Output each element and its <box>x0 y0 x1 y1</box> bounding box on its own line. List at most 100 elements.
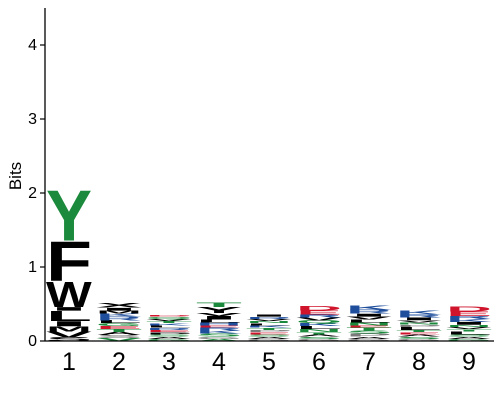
logo-letter: I <box>46 320 92 328</box>
logo-letter-glyph: K <box>246 325 293 328</box>
logo-letter: S <box>296 336 342 339</box>
logo-letter-glyph: A <box>346 336 392 339</box>
logo-letter: M <box>46 325 92 333</box>
logo-letter-glyph: G <box>246 338 292 341</box>
logo-letter: T <box>396 329 442 332</box>
logo-letter: S <box>246 334 292 337</box>
logo-letter: R <box>96 316 142 322</box>
x-tick-label: 5 <box>262 348 276 376</box>
logo-letter-glyph: S <box>46 336 92 342</box>
logo-letter: R <box>396 314 442 319</box>
logo-letter-glyph: L <box>196 319 242 324</box>
logo-letter: A <box>396 334 442 337</box>
logo-letter-glyph: T <box>246 327 292 330</box>
logo-letter-glyph: A <box>396 334 442 337</box>
logo-letter: S <box>46 336 92 342</box>
logo-letter-glyph: V <box>146 318 193 321</box>
logo-letter-glyph: V <box>196 312 243 317</box>
logo-letter: K <box>446 318 493 323</box>
logo-letter: R <box>296 314 342 319</box>
logo-letter-glyph: R <box>96 316 142 322</box>
logo-letter: S <box>396 336 442 339</box>
logo-letter: L <box>446 331 492 336</box>
logo-letter: E <box>346 325 392 328</box>
logo-letter-glyph: I <box>446 321 492 326</box>
logo-letter-glyph: K <box>396 310 443 316</box>
logo-letter-glyph: P <box>346 333 392 338</box>
logo-letter: D <box>146 315 192 317</box>
logo-letter-glyph: G <box>396 338 442 341</box>
logo-letter: E <box>246 332 292 335</box>
logo-letter-glyph: V <box>246 318 293 321</box>
logo-letter: P <box>396 324 442 327</box>
x-tick-label: 4 <box>212 348 226 376</box>
logo-letter-glyph: D <box>146 315 192 317</box>
logo-letter-glyph: F <box>46 231 92 294</box>
logo-letter: G <box>196 336 242 339</box>
logo-letter: T <box>146 321 192 324</box>
logo-letter-glyph: G <box>446 338 492 341</box>
logo-letter-glyph: L <box>146 325 192 328</box>
logo-letter-glyph: S <box>196 333 242 338</box>
logo-letter: N <box>296 328 342 333</box>
y-tick-label: 2 <box>28 185 37 202</box>
logo-letter: S <box>346 330 392 335</box>
logo-letter-glyph: L <box>96 320 142 325</box>
logo-letter: L <box>396 326 442 331</box>
logo-letter-glyph: T <box>196 302 243 309</box>
logo-letter-glyph: R <box>196 327 242 332</box>
logo-letter-glyph: T <box>346 327 392 332</box>
logo-letter: K <box>146 323 193 326</box>
logo-letter: Q <box>146 316 192 319</box>
logo-letter: I <box>346 313 392 318</box>
logo-letter-glyph: S <box>446 334 492 337</box>
logo-letter-glyph: R <box>446 315 492 320</box>
logo-letter: A <box>146 336 192 339</box>
logo-letter: V <box>46 330 92 339</box>
logo-letter: R <box>446 315 492 320</box>
logo-letter-glyph: A <box>246 336 292 339</box>
logo-letter-glyph: G <box>96 322 142 327</box>
logo-letter-glyph: I <box>196 315 242 321</box>
logo-letter: S <box>96 334 142 339</box>
logo-letter-glyph: E <box>246 332 292 335</box>
x-tick-label: 8 <box>412 348 426 376</box>
logo-letter-glyph: A <box>446 336 492 339</box>
logo-letter-glyph: G <box>146 338 192 341</box>
letter-stacks: SVMILIWFYVSATEGLRKMIXGASPERLKTVQDAGSKREH… <box>46 175 493 342</box>
y-tick-label: 0 <box>28 333 37 350</box>
logo-letter-glyph: V <box>46 330 92 339</box>
logo-letter: E <box>446 310 492 317</box>
logo-letter: T <box>296 332 342 335</box>
logo-letter: G <box>296 338 342 341</box>
logo-letter-glyph: T <box>146 321 192 324</box>
logo-letter: P <box>346 333 392 338</box>
logo-letter-glyph: R <box>296 314 342 319</box>
logo-letter-glyph: I <box>46 306 92 312</box>
logo-letter: N <box>346 322 392 327</box>
logo-letter: T <box>446 329 492 332</box>
logo-letter-glyph: K <box>346 304 392 311</box>
logo-letter: I <box>96 307 142 312</box>
logo-letter: V <box>196 312 243 317</box>
logo-letter-glyph: S <box>396 336 442 339</box>
logo-letter: K <box>396 310 443 316</box>
logo-letter-glyph: D <box>446 305 492 313</box>
logo-letter-glyph: K <box>196 330 243 335</box>
logo-letter: L <box>346 319 392 324</box>
logo-letter: V <box>346 316 393 321</box>
logo-letter-glyph: R <box>396 314 442 319</box>
logo-letter: I <box>396 317 442 322</box>
x-tick-label: 7 <box>362 348 376 376</box>
logo-letter-glyph: E <box>96 326 142 331</box>
logo-letter-glyph: L <box>346 319 392 324</box>
logo-letter: V <box>146 318 193 321</box>
logo-letter: V <box>246 318 293 321</box>
logo-letter-glyph: E <box>396 332 442 335</box>
logo-letter-glyph: S <box>246 334 292 337</box>
logo-letter: A <box>196 338 242 341</box>
logo-letter-glyph: T <box>96 328 142 333</box>
